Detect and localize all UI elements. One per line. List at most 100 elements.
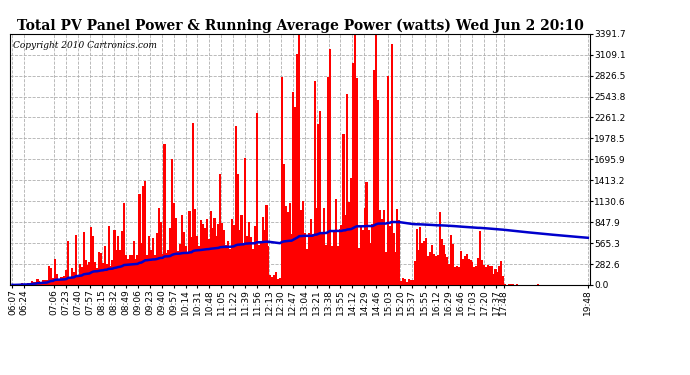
- Bar: [181, 214, 183, 285]
- Bar: [235, 126, 237, 285]
- Bar: [115, 250, 117, 285]
- Bar: [310, 219, 312, 285]
- Bar: [486, 265, 489, 285]
- Bar: [166, 253, 168, 285]
- Bar: [84, 260, 87, 285]
- Bar: [408, 279, 410, 285]
- Bar: [410, 280, 412, 285]
- Bar: [400, 281, 402, 285]
- Bar: [169, 228, 171, 285]
- Bar: [285, 206, 287, 285]
- Bar: [233, 225, 235, 285]
- Bar: [157, 207, 160, 285]
- Bar: [262, 217, 264, 285]
- Bar: [298, 34, 300, 285]
- Bar: [137, 255, 139, 285]
- Bar: [398, 220, 400, 285]
- Bar: [404, 279, 406, 285]
- Bar: [375, 34, 377, 285]
- Bar: [196, 236, 198, 285]
- Bar: [352, 63, 354, 285]
- Bar: [106, 264, 108, 285]
- Bar: [450, 236, 452, 285]
- Bar: [498, 266, 500, 285]
- Bar: [66, 270, 68, 285]
- Bar: [67, 242, 69, 285]
- Bar: [108, 226, 110, 285]
- Bar: [329, 49, 331, 285]
- Bar: [52, 278, 54, 285]
- Bar: [104, 246, 106, 285]
- Bar: [294, 107, 297, 285]
- Title: Total PV Panel Power & Running Average Power (watts) Wed Jun 2 20:10: Total PV Panel Power & Running Average P…: [17, 18, 584, 33]
- Bar: [146, 255, 148, 285]
- Bar: [258, 245, 260, 285]
- Bar: [215, 236, 217, 285]
- Bar: [388, 226, 391, 285]
- Bar: [481, 260, 483, 285]
- Bar: [227, 241, 229, 285]
- Bar: [42, 280, 44, 285]
- Bar: [37, 279, 39, 285]
- Bar: [423, 241, 425, 285]
- Bar: [456, 266, 458, 285]
- Bar: [273, 275, 275, 285]
- Bar: [177, 251, 179, 285]
- Bar: [393, 233, 395, 285]
- Bar: [79, 264, 81, 285]
- Bar: [156, 234, 158, 285]
- Bar: [452, 244, 454, 285]
- Bar: [144, 181, 146, 285]
- Bar: [69, 278, 71, 285]
- Bar: [331, 246, 333, 285]
- Bar: [200, 220, 202, 285]
- Bar: [219, 174, 221, 285]
- Bar: [121, 231, 124, 285]
- Bar: [194, 209, 197, 285]
- Bar: [466, 254, 468, 285]
- Bar: [267, 246, 270, 285]
- Bar: [186, 253, 188, 285]
- Bar: [250, 237, 252, 285]
- Bar: [271, 277, 273, 285]
- Bar: [437, 255, 439, 285]
- Bar: [496, 272, 498, 285]
- Bar: [21, 284, 23, 285]
- Bar: [413, 261, 415, 285]
- Bar: [29, 284, 31, 285]
- Bar: [454, 267, 456, 285]
- Bar: [500, 261, 502, 285]
- Bar: [427, 256, 429, 285]
- Bar: [129, 255, 131, 285]
- Bar: [54, 259, 56, 285]
- Bar: [46, 280, 48, 285]
- Bar: [308, 232, 310, 285]
- Bar: [439, 212, 441, 285]
- Bar: [240, 215, 242, 285]
- Bar: [348, 202, 351, 285]
- Bar: [132, 241, 135, 285]
- Bar: [293, 92, 295, 285]
- Bar: [185, 246, 187, 285]
- Bar: [508, 284, 510, 285]
- Bar: [296, 54, 298, 285]
- Bar: [34, 282, 37, 285]
- Bar: [57, 279, 60, 285]
- Bar: [315, 208, 317, 285]
- Bar: [342, 134, 344, 285]
- Bar: [279, 278, 281, 285]
- Bar: [183, 232, 185, 285]
- Bar: [277, 279, 279, 285]
- Bar: [489, 266, 491, 285]
- Bar: [479, 231, 481, 285]
- Bar: [300, 210, 302, 285]
- Bar: [266, 204, 268, 285]
- Bar: [98, 252, 100, 285]
- Bar: [281, 77, 283, 285]
- Bar: [371, 224, 373, 285]
- Bar: [30, 280, 32, 285]
- Bar: [468, 259, 470, 285]
- Bar: [477, 258, 480, 285]
- Bar: [354, 34, 356, 285]
- Bar: [422, 243, 424, 285]
